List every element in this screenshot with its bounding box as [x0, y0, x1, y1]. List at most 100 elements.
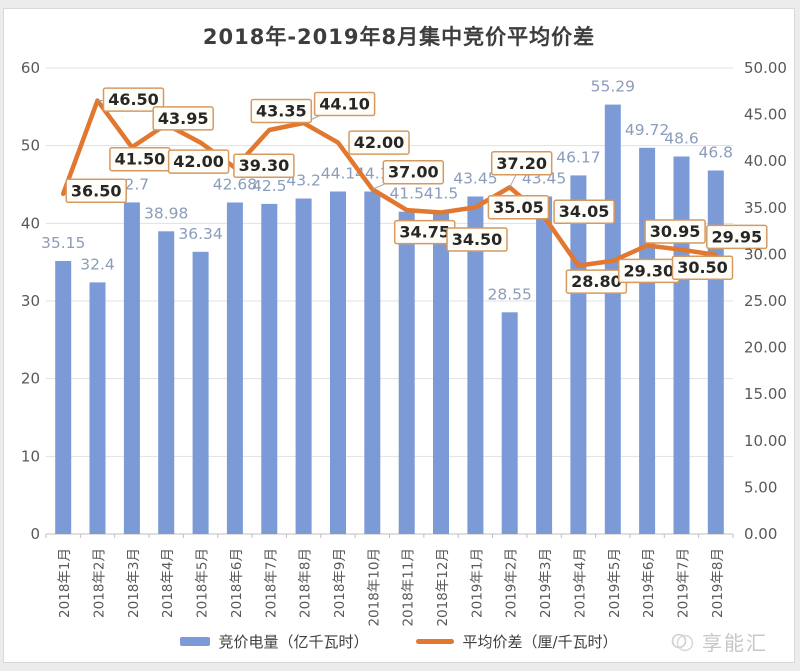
line-value-label-box — [490, 151, 553, 176]
line-series-swatch — [416, 639, 455, 644]
line-value-label-box — [102, 87, 165, 112]
bar-value-label: 35.15 — [41, 234, 85, 252]
line-value-label-text: 34.50 — [452, 230, 503, 249]
bar-value-label: 48.6 — [664, 130, 699, 148]
bar-value-label: 46.17 — [556, 148, 600, 166]
line-value-label-text: 37.20 — [496, 154, 547, 173]
bar-series-swatch — [180, 637, 211, 646]
bar-value-label: 41.5 — [424, 185, 459, 203]
line-value-label: 35.05 — [487, 195, 550, 220]
line-value-label: 34.50 — [446, 227, 508, 252]
bar — [501, 312, 518, 534]
line-value-label-box — [706, 224, 768, 250]
x-axis-label: 2019年7月 — [676, 548, 692, 618]
x-axis-label: 2019年8月 — [710, 548, 726, 618]
left-axis-tick-label: 20 — [21, 370, 40, 388]
line-value-label: 30.50 — [671, 255, 734, 280]
line-value-label-box — [382, 159, 445, 185]
x-axis-label: 2018年9月 — [332, 548, 348, 618]
bar — [604, 104, 621, 534]
right-axis-tick-label: 40.00 — [744, 152, 787, 170]
x-axis-label: 2018年10月 — [366, 548, 382, 627]
bar-series-label: 竞价电量（亿千瓦时） — [218, 633, 369, 651]
bar-value-label: 42.68 — [213, 176, 257, 194]
bar — [89, 282, 106, 534]
bar — [192, 251, 209, 535]
left-axis-tick-label: 0 — [30, 525, 40, 543]
bar — [433, 211, 449, 534]
right-axis-tick-label: 25.00 — [744, 292, 787, 310]
line-value-label-box — [167, 149, 230, 174]
line-value-label: 41.50 — [109, 146, 171, 172]
line-value-label-box — [348, 130, 410, 155]
line-value-label: 46.50 — [102, 87, 165, 112]
bar — [673, 156, 690, 534]
left-axis-tick-label: 10 — [21, 447, 40, 465]
bar-value-label: 28.55 — [488, 285, 532, 303]
line-value-label-text: 43.95 — [158, 109, 209, 128]
line-value-label-box — [446, 227, 508, 252]
line-value-label: 43.35 — [250, 98, 313, 124]
line-value-label-box — [553, 199, 615, 224]
line-value-label: 43.95 — [152, 106, 214, 131]
line-value-label-text: 36.50 — [71, 181, 122, 200]
line-value-label-text: 29.95 — [711, 227, 762, 246]
bar — [536, 196, 553, 534]
line-value-label-box — [233, 153, 295, 178]
x-axis-label: 2019年3月 — [538, 548, 554, 618]
x-axis-label: 2019年6月 — [641, 548, 657, 618]
x-axis-label: 2018年2月 — [92, 548, 108, 618]
right-axis-tick-label: 45.00 — [744, 106, 787, 124]
line-value-label-box — [313, 91, 376, 117]
line-value-label: 42.00 — [167, 149, 230, 174]
bar — [295, 198, 312, 534]
line-value-label-box — [65, 178, 127, 204]
watermark: 享能汇 — [670, 627, 768, 656]
bar — [123, 202, 140, 534]
line-series-label: 平均价差（厘/千瓦时） — [462, 633, 618, 651]
bar-value-label: 38.98 — [144, 204, 188, 222]
line-value-label: 42.00 — [348, 130, 410, 155]
bar-value-label: 43.45 — [453, 170, 497, 188]
x-axis-label: 2018年7月 — [263, 548, 279, 618]
bar-value-label: 44.1 — [321, 165, 356, 183]
right-axis-tick-label: 35.00 — [744, 199, 787, 217]
x-axis-label: 2019年4月 — [572, 548, 588, 618]
line-value-label: 37.00 — [382, 159, 445, 185]
bar — [398, 211, 415, 534]
x-axis-label: 2018年5月 — [195, 548, 211, 618]
legend-item-line-series: 平均价差（厘/千瓦时） — [416, 631, 618, 652]
left-axis-tick-label: 60 — [21, 59, 40, 77]
line-value-label-text: 30.95 — [650, 222, 701, 241]
bar — [467, 196, 484, 534]
bar-value-label: 55.29 — [591, 78, 635, 96]
line-value-label-box — [644, 219, 706, 244]
line-value-label: 36.50 — [65, 178, 127, 204]
line-value-label-text: 35.05 — [493, 198, 544, 217]
x-axis-label: 2018年1月 — [57, 548, 73, 618]
watermark-text: 享能汇 — [702, 631, 768, 655]
line-value-label-box — [487, 195, 550, 220]
right-axis-tick-label: 10.00 — [744, 432, 787, 450]
right-axis-tick-label: 0.00 — [744, 525, 777, 543]
line-value-label-text: 39.30 — [239, 156, 290, 175]
bar — [639, 147, 656, 535]
bar-value-label: 43.2 — [286, 172, 321, 190]
line-value-label-text: 46.50 — [108, 90, 159, 109]
line-value-label: 29.30 — [618, 258, 680, 284]
bar — [364, 191, 381, 534]
bar-value-label: 32.4 — [80, 255, 115, 273]
x-axis-label: 2018年8月 — [298, 548, 314, 618]
bar — [226, 202, 243, 534]
right-axis-tick-label: 30.00 — [744, 245, 787, 263]
line-value-label-text: 29.30 — [623, 261, 674, 280]
x-axis-label: 2018年11月 — [401, 548, 417, 627]
watermark-logo-icon — [671, 633, 694, 651]
line-value-label-text: 44.10 — [319, 95, 370, 114]
line-value-label: 37.20 — [490, 151, 553, 176]
line-value-label-text: 43.35 — [256, 102, 307, 121]
line-value-label-text: 41.50 — [115, 150, 166, 169]
x-axis-label: 2019年2月 — [504, 548, 520, 618]
right-axis-tick-label: 20.00 — [744, 339, 787, 357]
legend-item-bar-series: 竞价电量（亿千瓦时） — [180, 631, 368, 652]
